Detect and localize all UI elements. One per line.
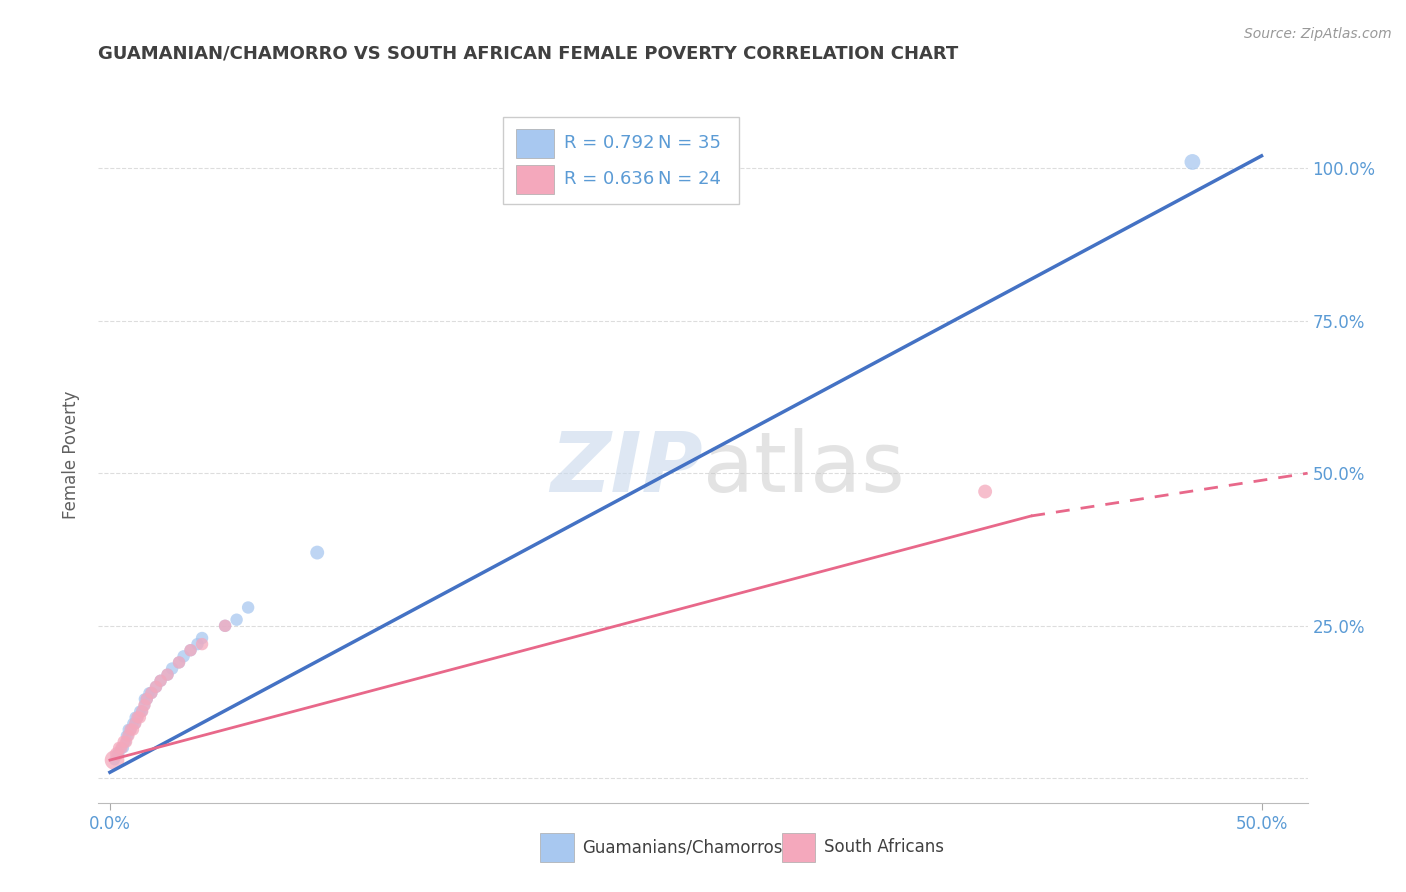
Point — [134, 698, 156, 713]
Text: R = 0.792: R = 0.792 — [564, 134, 654, 152]
Y-axis label: Female Poverty: Female Poverty — [62, 391, 80, 519]
Point — [141, 686, 163, 700]
Text: South Africans: South Africans — [824, 838, 943, 856]
Point — [236, 600, 259, 615]
Point — [180, 643, 202, 657]
Point — [1181, 155, 1204, 169]
Point — [105, 747, 128, 761]
Point — [225, 613, 247, 627]
Point — [122, 716, 145, 731]
Point — [103, 753, 125, 767]
Point — [112, 740, 135, 755]
Point — [115, 735, 138, 749]
Point — [135, 692, 157, 706]
Point — [145, 680, 167, 694]
Point — [131, 704, 153, 718]
Point — [115, 735, 138, 749]
Point — [120, 723, 142, 737]
Point — [191, 637, 214, 651]
Point — [128, 704, 150, 718]
FancyBboxPatch shape — [782, 833, 815, 862]
Text: GUAMANIAN/CHAMORRO VS SOUTH AFRICAN FEMALE POVERTY CORRELATION CHART: GUAMANIAN/CHAMORRO VS SOUTH AFRICAN FEMA… — [98, 45, 959, 62]
Point — [134, 698, 156, 713]
Point — [167, 656, 190, 670]
Point — [117, 729, 139, 743]
Point — [307, 545, 329, 559]
Point — [115, 729, 138, 743]
Point — [124, 716, 146, 731]
Point — [191, 631, 214, 645]
Point — [108, 740, 131, 755]
Point — [105, 747, 128, 761]
Point — [141, 686, 163, 700]
FancyBboxPatch shape — [516, 128, 554, 158]
Point — [127, 710, 149, 724]
Point — [214, 619, 236, 633]
Point — [135, 692, 157, 706]
Point — [974, 484, 997, 499]
Text: N = 35: N = 35 — [658, 134, 721, 152]
Point — [134, 692, 156, 706]
Point — [145, 680, 167, 694]
Text: N = 24: N = 24 — [658, 169, 721, 187]
Point — [167, 656, 190, 670]
FancyBboxPatch shape — [503, 118, 740, 204]
Point — [156, 667, 179, 681]
Point — [180, 643, 202, 657]
Text: Guamanians/Chamorros: Guamanians/Chamorros — [582, 838, 783, 856]
Point — [156, 667, 179, 681]
Point — [160, 661, 183, 675]
Point — [117, 729, 139, 743]
Point — [131, 704, 153, 718]
Point — [214, 619, 236, 633]
Point — [124, 716, 146, 731]
Point — [120, 723, 142, 737]
Point — [173, 649, 195, 664]
Point — [149, 673, 172, 688]
Text: atlas: atlas — [703, 428, 904, 509]
Point — [108, 747, 131, 761]
Point — [124, 710, 146, 724]
Point — [110, 740, 132, 755]
FancyBboxPatch shape — [516, 165, 554, 194]
Point — [103, 753, 125, 767]
Point — [117, 723, 139, 737]
Point — [110, 740, 132, 755]
Text: R = 0.636: R = 0.636 — [564, 169, 654, 187]
Point — [112, 735, 135, 749]
Point — [149, 673, 172, 688]
Point — [127, 710, 149, 724]
Point — [122, 723, 145, 737]
Text: ZIP: ZIP — [550, 428, 703, 509]
Point — [128, 710, 150, 724]
Point — [186, 637, 208, 651]
Text: Source: ZipAtlas.com: Source: ZipAtlas.com — [1244, 27, 1392, 41]
Point — [138, 686, 160, 700]
FancyBboxPatch shape — [540, 833, 574, 862]
